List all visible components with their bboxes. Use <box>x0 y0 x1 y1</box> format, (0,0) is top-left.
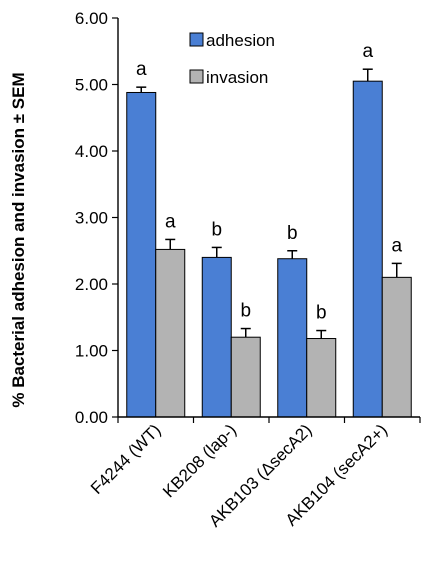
y-tick-label: 4.00 <box>75 142 108 161</box>
y-axis-title-group: % Bacterial adhesion and invasion ± SEM <box>9 72 28 407</box>
bar-adhesion-0 <box>126 91 157 418</box>
legend-label-invasion: invasion <box>206 68 268 87</box>
legend-label-adhesion: adhesion <box>206 31 275 50</box>
legend: adhesion invasion <box>189 31 275 87</box>
bar-invasion-2 <box>306 338 337 418</box>
significance-label-adhesion-0: a <box>136 59 147 80</box>
y-tick-label: 2.00 <box>75 275 108 294</box>
x-category-label-1: KB208 (lap-) <box>159 420 240 501</box>
bar-adhesion-2 <box>277 258 308 418</box>
bar-invasion-1 <box>230 336 261 418</box>
y-tick-label: 3.00 <box>75 209 108 228</box>
bar-adhesion-1 <box>201 256 232 418</box>
y-tick-label: 5.00 <box>75 76 108 95</box>
legend-swatch-invasion <box>189 69 204 84</box>
significance-label-adhesion-1: b <box>211 219 222 240</box>
plot-area: 0.00 1.00 2.00 3.00 4.00 5.00 6.00 a a F4244 (WT)… <box>75 9 421 531</box>
y-tick-label: 0.00 <box>75 408 108 427</box>
bar-adhesion-3 <box>352 80 383 418</box>
bar-invasion-3 <box>381 276 412 418</box>
y-tick-label: 1.00 <box>75 342 108 361</box>
significance-label-invasion-3: a <box>391 235 402 256</box>
significance-label-invasion-1: b <box>240 301 251 322</box>
legend-swatch-adhesion <box>189 32 204 47</box>
y-tick-label: 6.00 <box>75 9 108 28</box>
significance-label-invasion-2: b <box>316 303 327 324</box>
x-category-label-0: F4244 (WT) <box>87 420 165 498</box>
bar-invasion-0 <box>155 248 186 418</box>
significance-label-invasion-0: a <box>165 211 176 232</box>
significance-label-adhesion-2: b <box>287 223 298 244</box>
y-axis-title: % Bacterial adhesion and invasion ± SEM <box>9 72 28 407</box>
significance-label-adhesion-3: a <box>362 41 373 62</box>
